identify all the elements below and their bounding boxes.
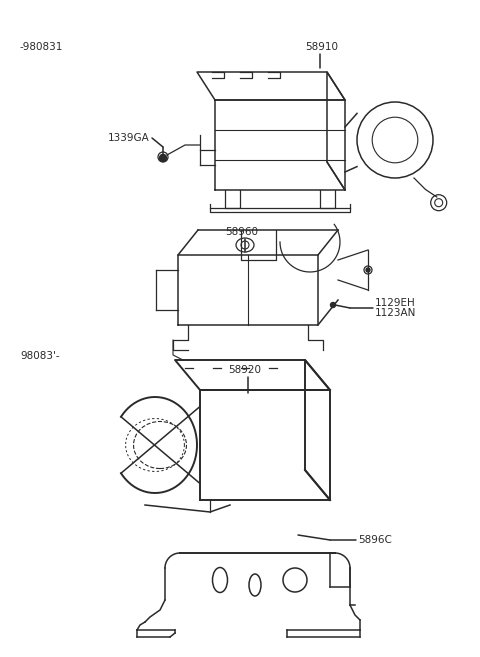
Text: 5896C: 5896C bbox=[358, 535, 392, 545]
Text: 58920: 58920 bbox=[228, 365, 261, 375]
Text: 1123AN: 1123AN bbox=[375, 308, 416, 318]
Circle shape bbox=[366, 268, 370, 272]
Text: 58910: 58910 bbox=[305, 42, 338, 52]
Text: 1339GA: 1339GA bbox=[108, 133, 150, 143]
Circle shape bbox=[159, 154, 167, 162]
Circle shape bbox=[331, 302, 336, 307]
Text: -980831: -980831 bbox=[20, 42, 63, 52]
Text: 1129EH: 1129EH bbox=[375, 298, 416, 308]
Text: 58960: 58960 bbox=[225, 227, 258, 237]
Text: 98083'-: 98083'- bbox=[20, 351, 60, 361]
Circle shape bbox=[160, 154, 166, 160]
